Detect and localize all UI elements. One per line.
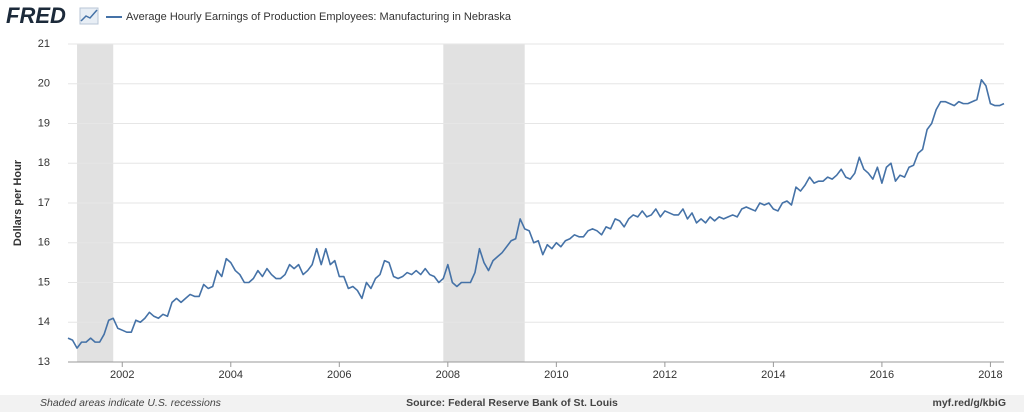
y-tick-label: 16 [38, 237, 50, 249]
x-tick-label: 2002 [110, 369, 134, 381]
x-tick-label: 2016 [870, 369, 894, 381]
x-tick-label: 2012 [653, 369, 677, 381]
y-tick-label: 14 [38, 316, 50, 328]
y-tick-label: 21 [38, 38, 50, 50]
x-tick-label: 2014 [761, 369, 785, 381]
x-tick-label: 2004 [219, 369, 243, 381]
y-axis-label: Dollars per Hour [12, 159, 24, 246]
y-tick-label: 15 [38, 276, 50, 288]
logo: FRED [6, 3, 66, 28]
x-tick-label: 2006 [327, 369, 351, 381]
data-line [67, 78, 1005, 349]
footer-note: Shaded areas indicate U.S. recessions [40, 397, 222, 409]
footer-source: Source: Federal Reserve Bank of St. Loui… [406, 397, 618, 409]
logo-icon [79, 7, 99, 25]
x-tick-label: 2010 [544, 369, 568, 381]
footer-band [0, 395, 1024, 412]
legend-label: Average Hourly Earnings of Production Em… [126, 11, 512, 23]
y-tick-label: 20 [38, 78, 50, 90]
y-tick-label: 17 [38, 197, 50, 209]
x-tick-label: 2008 [436, 369, 460, 381]
x-tick-label: 2018 [978, 369, 1002, 381]
y-tick-label: 13 [38, 356, 50, 368]
y-tick-label: 18 [38, 157, 50, 169]
y-tick-label: 19 [38, 117, 50, 129]
footer-link: myf.red/g/kbiG [932, 397, 1006, 409]
